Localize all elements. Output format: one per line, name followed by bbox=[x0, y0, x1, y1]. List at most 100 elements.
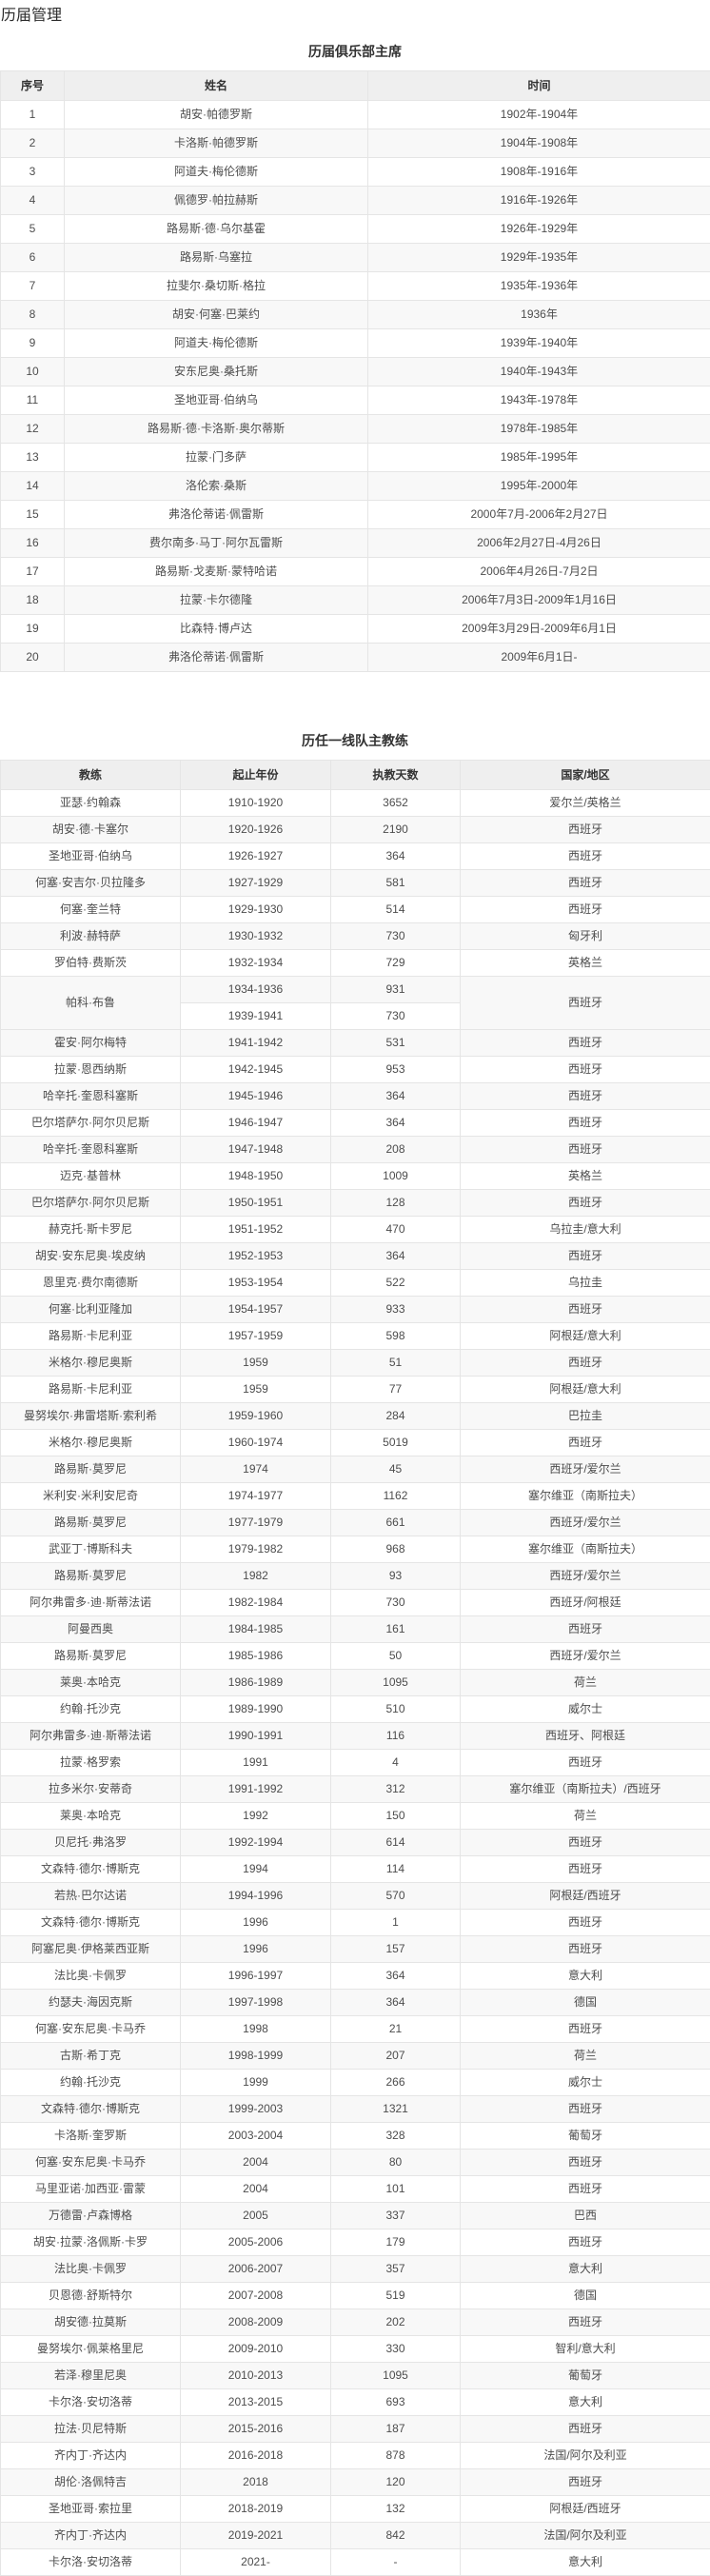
coach-name-cell: 文森特·德尔·博斯克 bbox=[1, 1856, 181, 1883]
president-tenure-cell: 1936年 bbox=[368, 301, 710, 329]
coach-years-cell: 1999-2003 bbox=[181, 2096, 331, 2123]
president-index-cell: 6 bbox=[1, 244, 65, 272]
coach-name-cell: 法比奥·卡佩罗 bbox=[1, 1963, 181, 1990]
page-title: 历届管理 bbox=[1, 6, 710, 27]
coach-days-cell: 337 bbox=[331, 2203, 461, 2229]
coach-years-cell: 1994 bbox=[181, 1856, 331, 1883]
coach-days-cell: 330 bbox=[331, 2336, 461, 2363]
president-name-cell: 安东尼奥·桑托斯 bbox=[65, 358, 368, 386]
coach-country-cell: 塞尔维亚（南斯拉夫）/西班牙 bbox=[461, 1776, 710, 1803]
coach-years-cell: 1996 bbox=[181, 1936, 331, 1963]
coach-country-cell: 西班牙 bbox=[461, 1856, 710, 1883]
coach-name-cell: 约瑟夫·海因克斯 bbox=[1, 1990, 181, 2016]
coach-years-cell: 1953-1954 bbox=[181, 1270, 331, 1297]
coach-country-cell: 西班牙 bbox=[461, 1430, 710, 1456]
coach-years-cell: 1959 bbox=[181, 1377, 331, 1403]
coach-days-cell: 364 bbox=[331, 1110, 461, 1137]
coach-country-cell: 英格兰 bbox=[461, 1163, 710, 1190]
coach-years-cell: 1952-1953 bbox=[181, 1243, 331, 1270]
president-name-cell: 费尔南多·马丁·阿尔瓦雷斯 bbox=[65, 529, 368, 558]
coach-days-cell: 364 bbox=[331, 1243, 461, 1270]
coach-days-cell: 514 bbox=[331, 897, 461, 923]
coach-days-cell: 101 bbox=[331, 2176, 461, 2203]
coach-name-cell: 贝尼托·弗洛罗 bbox=[1, 1830, 181, 1856]
coach-years-cell: 1945-1946 bbox=[181, 1083, 331, 1110]
coach-days-cell: 730 bbox=[331, 923, 461, 950]
coach-days-cell: 3652 bbox=[331, 790, 461, 817]
president-index-cell: 15 bbox=[1, 501, 65, 529]
coach-name-cell: 胡伦·洛佩特吉 bbox=[1, 2469, 181, 2496]
coach-days-cell: 179 bbox=[331, 2229, 461, 2256]
coach-name-cell: 胡安·安东尼奥·埃皮纳 bbox=[1, 1243, 181, 1270]
coach-days-cell: 45 bbox=[331, 1456, 461, 1483]
president-name-cell: 路易斯·德·乌尔基霍 bbox=[65, 215, 368, 244]
coach-name-cell: 巴尔塔萨尔·阿尔贝尼斯 bbox=[1, 1190, 181, 1217]
coach-name-cell: 圣地亚哥·伯纳乌 bbox=[1, 843, 181, 870]
coach-years-cell: 1960-1974 bbox=[181, 1430, 331, 1456]
president-name-cell: 洛伦索·桑斯 bbox=[65, 472, 368, 501]
president-tenure-cell: 2009年6月1日- bbox=[368, 644, 710, 672]
coach-name-cell: 米格尔·穆尼奥斯 bbox=[1, 1430, 181, 1456]
coach-years-cell: 1948-1950 bbox=[181, 1163, 331, 1190]
coach-country-cell: 西班牙 bbox=[461, 2416, 710, 2443]
coach-name-cell: 何塞·安吉尔·贝拉隆多 bbox=[1, 870, 181, 897]
coach-days-cell: 842 bbox=[331, 2523, 461, 2549]
coach-years-cell: 1941-1942 bbox=[181, 1030, 331, 1057]
coach-country-cell: 西班牙 bbox=[461, 1243, 710, 1270]
coach-name-cell: 胡安德·拉莫斯 bbox=[1, 2309, 181, 2336]
coach-days-cell: 522 bbox=[331, 1270, 461, 1297]
coach-years-cell: 1920-1926 bbox=[181, 817, 331, 843]
coach-name-cell: 若热·巴尔达诺 bbox=[1, 1883, 181, 1910]
coach-name-cell: 米格尔·穆尼奥斯 bbox=[1, 1350, 181, 1377]
coach-years-cell: 1934-1936 bbox=[181, 977, 331, 1003]
coaches-table-header: 教练 起止年份 执教天数 国家/地区 bbox=[1, 761, 710, 790]
president-name-cell: 卡洛斯·帕德罗斯 bbox=[65, 129, 368, 158]
president-index-cell: 14 bbox=[1, 472, 65, 501]
coach-name-cell: 胡安·拉蒙·洛佩斯·卡罗 bbox=[1, 2229, 181, 2256]
coach-country-cell: 西班牙 bbox=[461, 2096, 710, 2123]
coach-days-cell: 614 bbox=[331, 1830, 461, 1856]
president-tenure-cell: 1916年-1926年 bbox=[368, 187, 710, 215]
coach-days-cell: 21 bbox=[331, 2016, 461, 2043]
coaches-header-country: 国家/地区 bbox=[461, 761, 710, 790]
coach-days-cell: 202 bbox=[331, 2309, 461, 2336]
coach-country-cell: 西班牙 bbox=[461, 1830, 710, 1856]
coaches-header-row: 教练 起止年份 执教天数 国家/地区 bbox=[1, 761, 710, 790]
president-index-cell: 20 bbox=[1, 644, 65, 672]
president-tenure-cell: 1985年-1995年 bbox=[368, 444, 710, 472]
coach-days-cell: 50 bbox=[331, 1643, 461, 1670]
president-index-cell: 16 bbox=[1, 529, 65, 558]
coach-years-cell: 1959 bbox=[181, 1350, 331, 1377]
coach-country-cell: 西班牙 bbox=[461, 1110, 710, 1137]
coach-years-cell: 1991-1992 bbox=[181, 1776, 331, 1803]
coach-country-cell: 西班牙 bbox=[461, 2016, 710, 2043]
coach-country-cell: 西班牙/阿根廷 bbox=[461, 1590, 710, 1616]
coach-country-cell: 意大利 bbox=[461, 1963, 710, 1990]
coach-years-cell: 1997-1998 bbox=[181, 1990, 331, 2016]
coach-name-cell: 利波·赫特萨 bbox=[1, 923, 181, 950]
coach-days-cell: 581 bbox=[331, 870, 461, 897]
coach-country-cell: 荷兰 bbox=[461, 1803, 710, 1830]
coach-country-cell: 西班牙/爱尔兰 bbox=[461, 1456, 710, 1483]
coach-years-cell: 1986-1989 bbox=[181, 1670, 331, 1696]
coach-country-cell: 西班牙 bbox=[461, 1190, 710, 1217]
coach-name-cell: 何塞·安东尼奥·卡马乔 bbox=[1, 2150, 181, 2176]
coach-years-cell: 1984-1985 bbox=[181, 1616, 331, 1643]
